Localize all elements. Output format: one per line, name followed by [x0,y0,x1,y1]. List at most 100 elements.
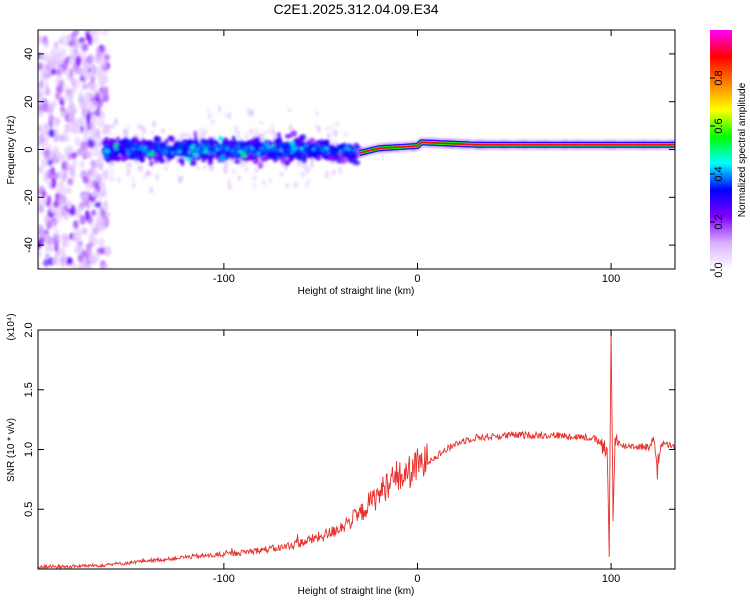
spectrogram-cell [107,143,115,152]
spectrogram-cell [38,248,42,259]
spectrogram-cell [75,125,81,134]
spectrogram-cell [227,182,232,191]
spectrogram-cell [233,159,241,164]
spectrogram-cell [130,146,134,150]
spectrogram-cell [51,120,58,128]
spectrogram-cell [38,224,44,235]
spectrogram-cell [48,128,55,138]
spectrogram-cell [304,166,310,175]
spectrogram-cell [60,205,67,217]
spectrogram-cell [137,164,143,172]
spectrogram-cell [44,123,51,131]
spectrogram-cell [339,147,342,151]
spectrogram-cell [87,54,95,64]
spectrogram-cell [80,141,87,152]
spectrogram-cell [175,150,179,154]
spectrogram-cell [58,193,64,202]
spectrogram-cell [61,60,68,71]
spectrogram-cell [201,147,205,151]
colorbar-tick-label: 0.2 [713,214,725,229]
spectrogram-cell [244,132,249,140]
spectrogram-cell [237,175,242,181]
spectrogram-cell [84,209,91,221]
spectrogram-cell [240,150,248,158]
spectrogram-cell [302,161,307,169]
spectrogram-cell [69,44,76,56]
spectrogram-cell [42,103,49,113]
y-tick-label: 0.5 [23,502,35,517]
spectrogram-cell [317,145,321,149]
spectrogram-ticks: -100 0 100 -40 -20 0 20 40 [23,30,675,285]
spectrogram-cell [62,197,69,205]
spectrogram-cell [126,139,133,147]
spectrogram-cell [176,136,182,141]
spectrogram-cell [72,220,79,229]
spectrogram-cell [231,168,236,175]
spectrogram-cell [114,119,119,126]
spectrogram-cell [339,143,345,149]
spectrogram-cell [94,141,103,148]
spectrogram-cell [98,180,106,188]
spectrogram-cell [188,154,194,159]
spectrogram-cell [337,155,344,163]
spectrogram-cell [53,233,61,240]
spectrogram-cell [222,147,226,151]
spectrogram-cell [78,37,86,44]
spectrogram-cell [306,179,311,186]
spectrogram-cell [137,124,143,130]
spectrogram-cell [221,149,225,153]
spectrogram-cell [92,34,99,45]
spectrogram-cell [92,89,99,96]
spectrogram-cell [77,253,84,263]
spectrogram-cell [58,153,64,164]
spectrogram-cell [128,152,132,156]
spectrogram-cell [126,146,130,150]
spectrogram-cell [53,171,60,180]
spectrogram-cell [61,234,69,242]
y-tick-label: -20 [23,189,35,205]
spectrogram-cell [185,153,190,158]
spectrogram-cell [258,120,264,126]
spectrogram-cell [241,149,245,152]
spectrogram-cell [117,148,125,155]
spectrogram-cell [300,147,304,151]
spectrogram-cell [290,130,298,137]
spectrogram-cell [215,149,223,157]
spectrogram-cell [92,170,100,179]
spectrogram-cell [52,238,60,246]
spectrogram-cell [91,209,97,217]
snr-background [38,330,675,569]
spectrogram-cell [74,247,82,255]
spectrogram-cell [122,128,128,135]
spectrogram-cell [181,151,185,154]
spectrogram-cell [223,112,229,118]
spectrogram-cell [58,80,64,89]
spectrogram-cell [55,215,62,224]
spectrogram-cell [155,136,162,142]
spectrogram-cell [142,174,148,180]
spectrogram-cell [144,146,148,150]
spectrogram-cell [171,147,175,150]
spectrogram-cell [199,138,207,144]
spectrogram-cell [68,58,75,66]
spectrogram-cell [257,146,260,150]
spectrogram-cell [195,148,199,152]
spectrogram-cell [69,110,75,122]
spectrogram-cell [67,122,74,133]
spectrogram-cell [167,135,175,141]
spectrogram-cell [99,111,106,120]
spectrogram-cell [89,81,96,92]
spectrogram-cell [311,149,317,157]
spectrogram-cell [317,148,320,152]
spectrogram-cell [43,148,51,160]
spectrogram-cell [306,149,310,153]
spectrogram-cell [155,149,161,154]
spectrogram-cell [325,147,329,151]
y-tick-label: 20 [23,96,35,108]
spectrogram-cell [129,150,133,154]
spectrogram-cell [188,151,192,154]
spectrogram-cell [178,150,182,153]
spectrogram-cell [165,151,168,154]
x-tick-label: 0 [414,273,420,285]
